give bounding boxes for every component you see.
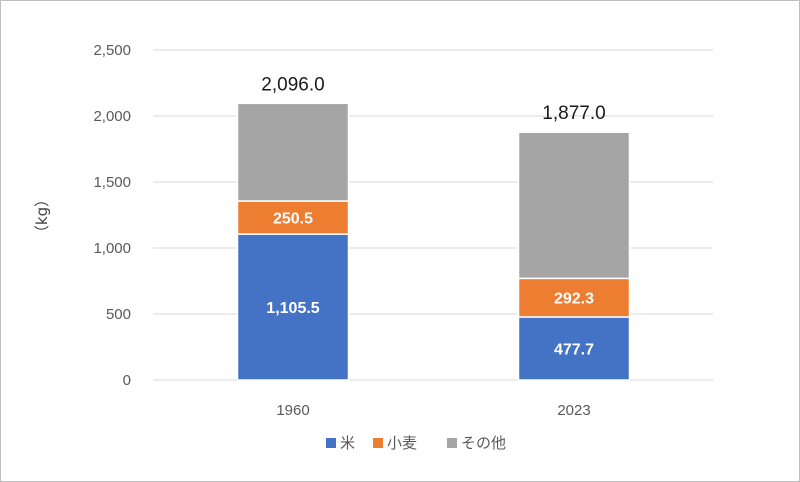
bar-segment	[236, 102, 350, 202]
x-tick-label: 2023	[557, 402, 590, 419]
data-label: 477.7	[554, 341, 594, 358]
y-tick-label: 1,500	[93, 174, 131, 191]
y-tick-label: 2,000	[93, 108, 131, 125]
data-label: 292.3	[554, 291, 594, 308]
bar-segment	[517, 131, 631, 280]
x-tick-label: 1960	[276, 402, 309, 419]
legend-label: その他	[461, 434, 506, 452]
y-tick-label: 1,000	[93, 240, 131, 257]
legend-label: 小麦	[387, 434, 417, 452]
total-label: 1,877.0	[542, 103, 605, 124]
data-label: 250.5	[273, 211, 313, 228]
data-label: 1,105.5	[266, 300, 319, 317]
legend-swatch	[326, 438, 336, 448]
y-tick-label: 500	[106, 306, 131, 323]
legend-label: 米	[340, 434, 355, 452]
y-tick-label: 0	[123, 372, 131, 389]
legend-swatch	[373, 438, 383, 448]
y-axis-label: （kg）	[33, 192, 51, 240]
total-label: 2,096.0	[261, 74, 324, 95]
legend-swatch	[447, 438, 457, 448]
y-tick-label: 2,500	[93, 42, 131, 59]
bar-segment	[236, 200, 350, 235]
bar-segment	[236, 233, 350, 381]
bar-segment	[517, 316, 631, 381]
